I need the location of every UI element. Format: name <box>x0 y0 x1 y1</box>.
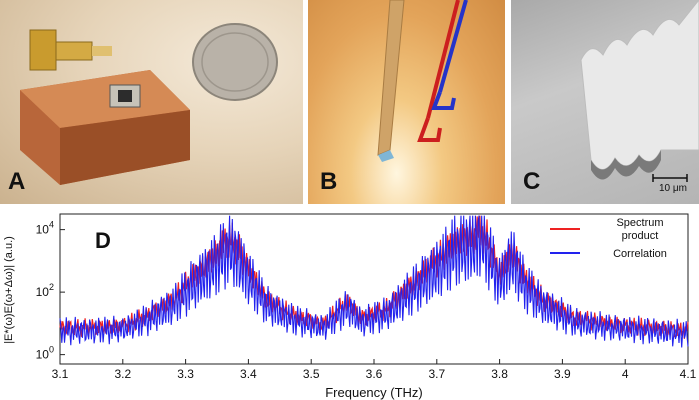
blue-wire-hook <box>431 91 456 110</box>
device-photo-illustration <box>20 23 278 185</box>
legend-label-correlation: Correlation <box>613 248 667 260</box>
panel-label-c: C <box>523 168 541 195</box>
y-tick-label: 104 <box>36 220 54 237</box>
blue-wire <box>438 0 468 93</box>
spectrum-chart: 3.1 3.2 3.3 3.4 3.5 3.6 3.7 3.8 3.9 4 4.1 10010210… <box>3 213 697 400</box>
panel-label-b: B <box>320 168 338 195</box>
x-tick-label: 3.5 <box>303 367 320 381</box>
x-tick-label: 3.7 <box>428 367 445 381</box>
legend: Spectrum product Correlation <box>550 217 667 260</box>
legend-label-spectrum-product-line1: Spectrum <box>616 217 663 229</box>
legend-label-spectrum-product-line2: product <box>622 230 659 242</box>
sma-pin <box>92 46 112 56</box>
sem-image-illustration <box>580 0 699 182</box>
panel-label-a: A <box>8 168 26 195</box>
coin-rim <box>201 32 269 92</box>
x-axis-label: Frequency (THz) <box>325 385 423 400</box>
x-tick-label: 3.8 <box>491 367 508 381</box>
panel-b-render: B <box>308 0 505 204</box>
y-axis-ticks: 100 102 104 <box>36 220 65 362</box>
waveguide-ridge <box>377 0 405 156</box>
scale-bar-label: 10 μm <box>659 183 687 194</box>
y-tick-label: 102 <box>36 282 54 299</box>
x-tick-label: 3.1 <box>52 367 69 381</box>
panel-d-chart: 3.1 3.2 3.3 3.4 3.5 3.6 3.7 3.8 3.9 4 4.1 100 102 10… <box>0 206 699 400</box>
x-tick-label: 3.6 <box>366 367 383 381</box>
plot-area <box>59 213 689 365</box>
x-tick-label: 3.4 <box>240 367 257 381</box>
copper-block-top <box>20 70 190 128</box>
sma-connector <box>29 29 57 71</box>
sem-structure-shadow <box>591 150 661 180</box>
waveguide-render-illustration <box>377 0 468 162</box>
coin <box>192 23 278 101</box>
x-tick-label: 4 <box>622 367 629 381</box>
waveguide-facet <box>378 150 394 162</box>
x-tick-label: 3.2 <box>114 367 131 381</box>
panel-c-sem: C 10 μm <box>511 0 699 204</box>
red-wire <box>426 0 460 119</box>
y-axis-label: |E*(ω)E(ω+Δω)| (a.u.) <box>3 236 15 344</box>
sem-corrugated-structure <box>580 0 699 170</box>
panel-a-photo: A <box>0 0 303 204</box>
x-tick-label: 3.9 <box>554 367 571 381</box>
x-axis-ticks: 3.1 3.2 3.3 3.4 3.5 3.6 3.7 3.8 3.9 4 4.1 <box>52 359 697 381</box>
x-tick-label: 4.1 <box>680 367 697 381</box>
series-layer <box>59 215 689 348</box>
sma-connector-body <box>55 41 93 61</box>
x-tick-label: 3.3 <box>177 367 194 381</box>
series-line-correlation <box>59 215 689 348</box>
copper-block-side <box>60 110 190 185</box>
chip <box>118 90 132 102</box>
panel-label-d: D <box>95 228 111 253</box>
y-tick-label: 100 <box>36 345 54 362</box>
red-wire-hook <box>417 117 442 142</box>
